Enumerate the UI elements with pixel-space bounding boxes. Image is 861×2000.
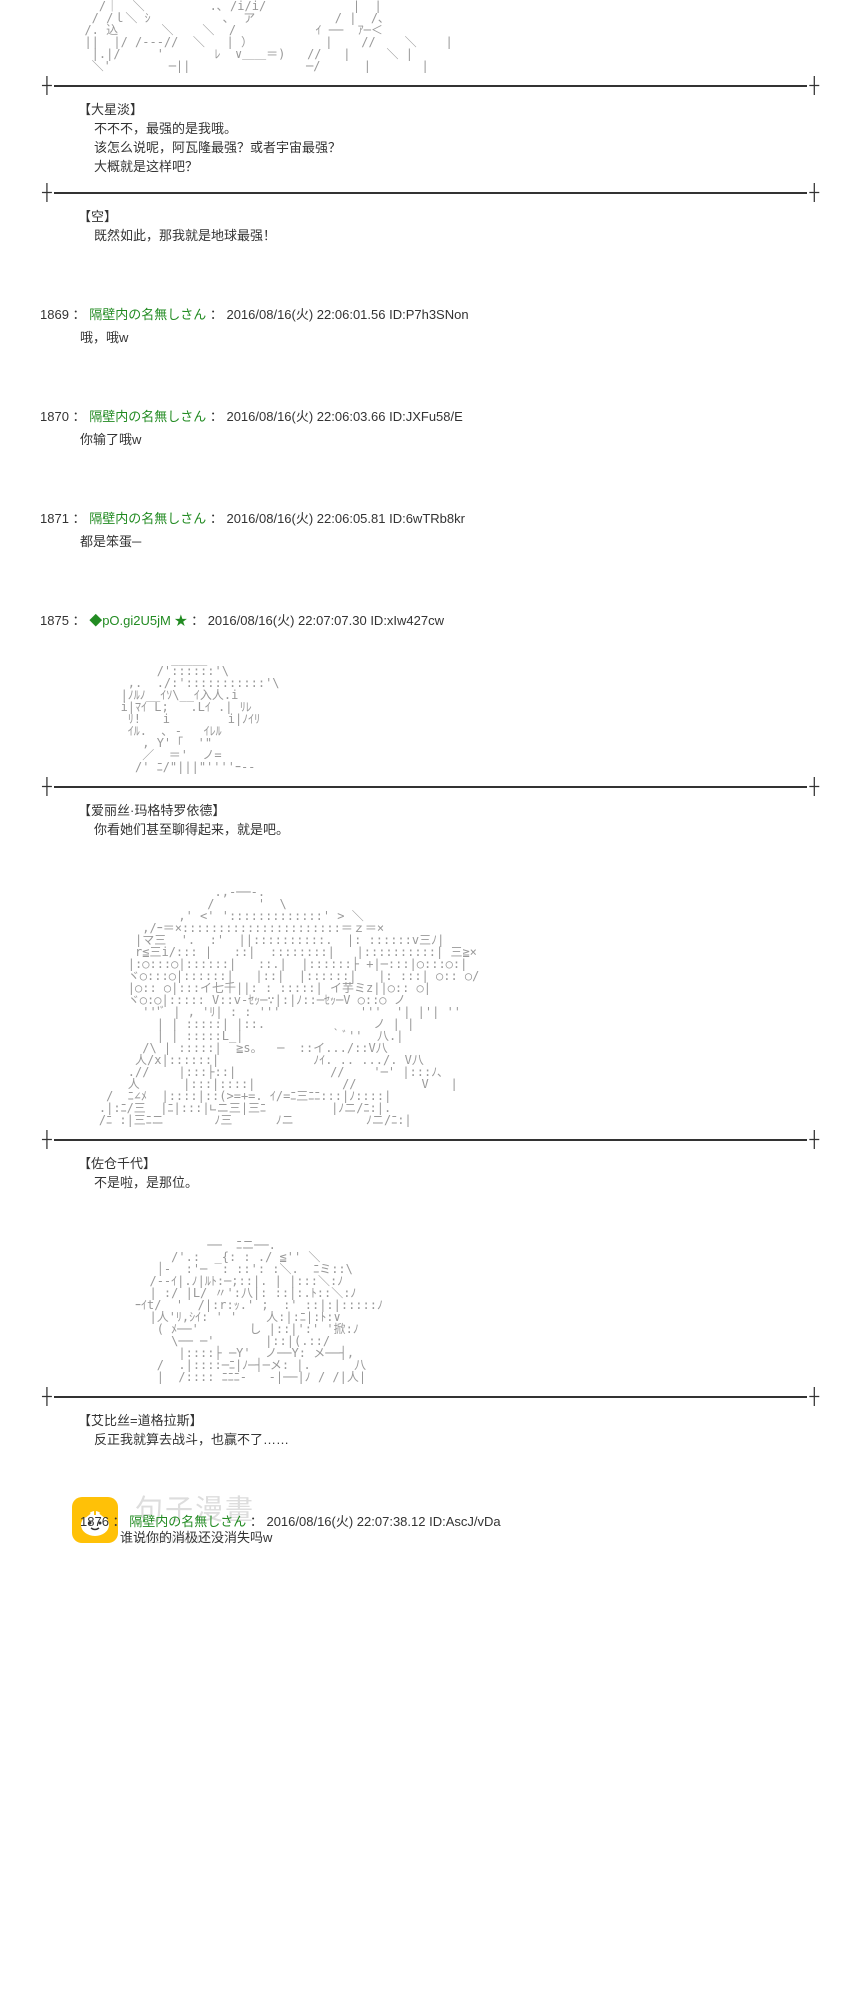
speaker-name: 【佐仓千代】	[78, 1153, 821, 1172]
watermark: 句子漫畫 baozimh.com 1876 ： 隔壁内の名無しさん ： 2016…	[40, 1488, 821, 1548]
post-body: 你输了哦w	[80, 429, 821, 448]
post-timestamp: 2016/08/16(火) 22:07:38.12 ID:AscJ/vDa	[266, 1514, 500, 1529]
post-number: 1871	[40, 511, 69, 526]
speech-line: 你看她们甚至聊得起来，就是吧。	[94, 819, 821, 838]
speech-block: 【佐仓千代】 不是啦，是那位。	[78, 1153, 821, 1191]
post-body-overlaid: 谁说你的消极还没消失吗w	[120, 1527, 272, 1546]
speech-block: 【爱丽丝·玛格特罗依德】 你看她们甚至聊得起来，就是吧。	[78, 800, 821, 838]
speech-block: 【空】 既然如此，那我就是地球最强！	[78, 206, 821, 244]
poster-name: 隔壁内の名無しさん	[89, 511, 206, 526]
post-timestamp: 2016/08/16(火) 22:06:03.66 ID:JXFu58/E	[226, 409, 462, 424]
poster-trip: ◆pO.gi2U5jM ★	[89, 613, 187, 628]
post-header: 1871 ： 隔壁内の名無しさん ： 2016/08/16(火) 22:06:0…	[40, 508, 821, 527]
speech-block: 【艾比丝=道格拉斯】 反正我就算去战斗，也赢不了……	[78, 1410, 821, 1448]
speaker-name: 【爱丽丝·玛格特罗依德】	[78, 800, 821, 819]
poster-name: 隔壁内の名無しさん	[89, 307, 206, 322]
divider: ┼┼	[40, 1130, 821, 1149]
post-number: 1870	[40, 409, 69, 424]
post-number: 1876	[80, 1514, 109, 1529]
poster-name: 隔壁内の名無しさん	[89, 409, 206, 424]
ascii-art-4: ── ﾆニ──. /'.: _{: : ./ ≦'' ＼ │- :'─ : ::…	[70, 1239, 821, 1383]
speech-line: 不是啦，是那位。	[94, 1172, 821, 1191]
divider: ┼┼	[40, 1387, 821, 1406]
post-header: 1875 ： ◆pO.gi2U5jM ★ ： 2016/08/16(火) 22:…	[40, 610, 821, 629]
speech-line: 该怎么说呢，阿瓦隆最强？或者宇宙最强？	[94, 137, 821, 156]
post-body: 哦，哦w	[80, 327, 821, 346]
post-timestamp: 2016/08/16(火) 22:07:07.30 ID:xIw427cw	[208, 613, 444, 628]
speaker-name: 【空】	[78, 206, 821, 225]
divider: ┼┼	[40, 183, 821, 202]
ascii-art-1: /｜ ＼ .､ /i/i/ | | / /ｌ＼ ｼ ､ ア / | /､ /. …	[70, 0, 821, 72]
post-body: 都是笨蛋─	[80, 531, 821, 550]
divider: ┼┼	[40, 76, 821, 95]
post-timestamp: 2016/08/16(火) 22:06:01.56 ID:P7h3SNon	[226, 307, 468, 322]
ascii-art-3: .,-──-. / ' \ ,' <' ':::::::::::::' > ＼ …	[70, 886, 821, 1126]
post-number: 1875	[40, 613, 69, 628]
speech-line: 不不不，最强的是我哦。	[94, 118, 821, 137]
post-header: 1870 ： 隔壁内の名無しさん ： 2016/08/16(火) 22:06:0…	[40, 406, 821, 425]
ascii-art-2: _____ /'::::::'\ ,. ./:':::::::::::'\ |ﾉ…	[70, 653, 821, 773]
speaker-name: 【艾比丝=道格拉斯】	[78, 1410, 821, 1429]
speech-line: 反正我就算去战斗，也赢不了……	[94, 1429, 821, 1448]
speech-line: 大概就是这样吧？	[94, 156, 821, 175]
post-number: 1869	[40, 307, 69, 322]
post-timestamp: 2016/08/16(火) 22:06:05.81 ID:6wTRb8kr	[226, 511, 464, 526]
speaker-name: 【大星淡】	[78, 99, 821, 118]
post-header: 1869 ： 隔壁内の名無しさん ： 2016/08/16(火) 22:06:0…	[40, 304, 821, 323]
speech-line: 既然如此，那我就是地球最强！	[94, 225, 821, 244]
speech-block: 【大星淡】 不不不，最强的是我哦。 该怎么说呢，阿瓦隆最强？或者宇宙最强？ 大概…	[78, 99, 821, 175]
divider: ┼┼	[40, 777, 821, 796]
